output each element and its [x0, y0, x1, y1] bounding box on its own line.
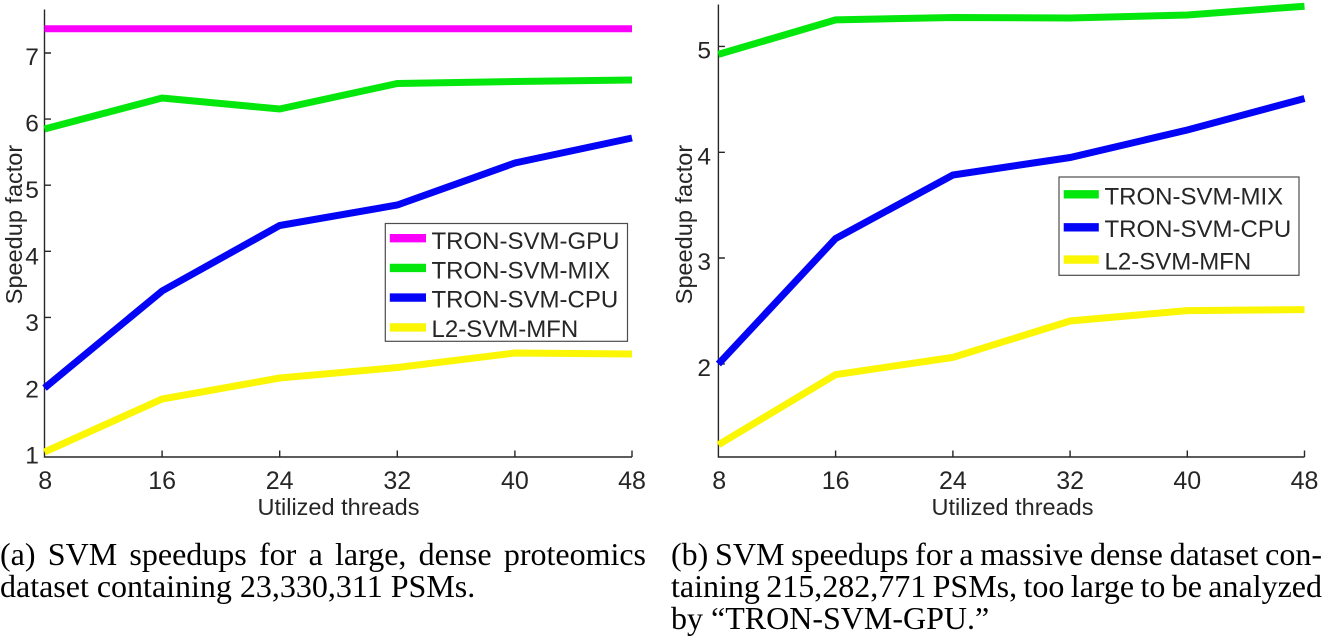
- svg-text:40: 40: [1173, 467, 1201, 495]
- svg-text:5: 5: [25, 177, 39, 204]
- svg-text:5: 5: [697, 37, 711, 64]
- svg-text:1: 1: [25, 442, 39, 469]
- svg-text:Speedup factor: Speedup factor: [1, 145, 27, 305]
- svg-text:48: 48: [1291, 467, 1319, 495]
- svg-text:24: 24: [939, 467, 967, 495]
- svg-text:4: 4: [25, 243, 39, 270]
- svg-text:Utilized threads: Utilized threads: [258, 494, 420, 520]
- svg-text:24: 24: [266, 467, 294, 495]
- svg-text:16: 16: [822, 467, 850, 495]
- svg-text:TRON-SVM-CPU: TRON-SVM-CPU: [432, 287, 619, 314]
- svg-text:2: 2: [25, 376, 39, 403]
- svg-text:Speedup factor: Speedup factor: [671, 145, 697, 305]
- svg-text:16: 16: [148, 467, 176, 495]
- svg-text:L2-SVM-MFN: L2-SVM-MFN: [432, 316, 579, 343]
- svg-text:7: 7: [25, 44, 39, 71]
- svg-text:32: 32: [1056, 467, 1084, 495]
- svg-text:6: 6: [25, 111, 39, 138]
- svg-text:8: 8: [38, 467, 52, 495]
- svg-text:48: 48: [618, 467, 646, 495]
- svg-text:4: 4: [697, 143, 711, 170]
- svg-text:32: 32: [383, 467, 411, 495]
- svg-text:8: 8: [712, 467, 726, 495]
- svg-text:TRON-SVM-MIX: TRON-SVM-MIX: [432, 257, 611, 284]
- svg-text:TRON-SVM-CPU: TRON-SVM-CPU: [1105, 216, 1292, 243]
- svg-text:3: 3: [25, 310, 39, 337]
- svg-text:40: 40: [501, 467, 529, 495]
- svg-text:TRON-SVM-MIX: TRON-SVM-MIX: [1105, 184, 1284, 211]
- svg-text:L2-SVM-MFN: L2-SVM-MFN: [1105, 249, 1252, 276]
- svg-text:Utilized threads: Utilized threads: [932, 494, 1094, 520]
- svg-text:2: 2: [697, 355, 711, 382]
- svg-text:3: 3: [697, 249, 711, 276]
- svg-text:TRON-SVM-GPU: TRON-SVM-GPU: [432, 228, 620, 255]
